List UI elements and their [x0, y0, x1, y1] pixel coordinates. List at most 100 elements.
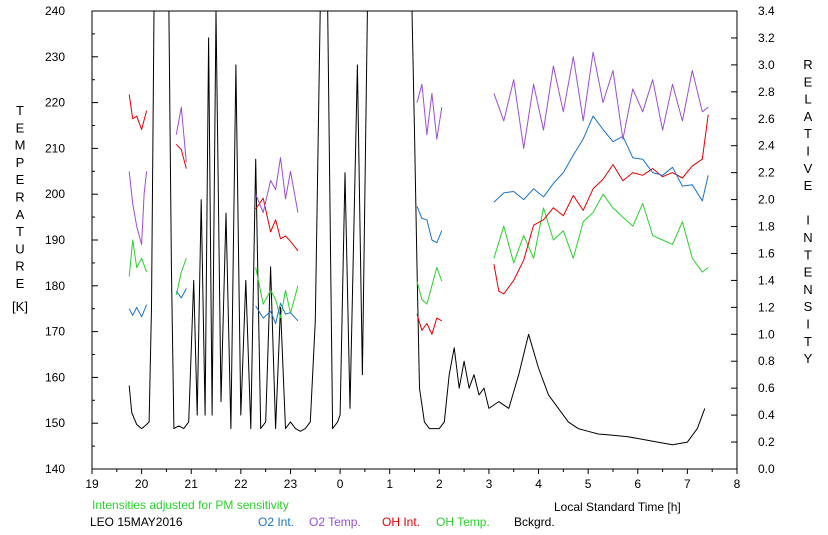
series-line-oh-int-1 [175, 144, 187, 169]
y-left-tick-label: 160 [45, 370, 65, 384]
series-line-oh-temp-1 [175, 258, 187, 296]
y-left-unit: [K] [12, 299, 28, 314]
y-right-tick-label: 0.8 [758, 354, 775, 368]
y-right-tick-label: 2.8 [758, 85, 775, 99]
series-line-bckgrd-2 [327, 11, 368, 430]
y-left-tick-label: 240 [45, 4, 65, 18]
series-line-o2-int-4 [493, 115, 709, 203]
station-date-label: LEO 15MAY2016 [90, 515, 183, 529]
series-line-oh-temp-4 [493, 193, 709, 273]
y-right-title-char: E [804, 74, 813, 89]
y-left-tick-label: 180 [45, 279, 65, 293]
y-right-title-char: S [804, 299, 813, 314]
y-left-tick-label: 200 [45, 187, 65, 201]
y-right-title-char: Y [804, 351, 813, 366]
y-right-tick-label: 3.0 [758, 58, 775, 72]
y-right-tick-label: 1.0 [758, 327, 775, 341]
y-right-tick-label: 2.2 [758, 166, 775, 180]
y-right-title-char: A [804, 109, 813, 124]
y-right-title-char: E [804, 265, 813, 280]
y-right-title-char: T [804, 126, 812, 141]
y-right-tick-label: 0.0 [758, 462, 775, 476]
x-tick-label: 22 [234, 477, 248, 491]
series-line-oh-temp-3 [416, 267, 443, 305]
series-line-o2-int-2 [255, 302, 299, 324]
x-tick-label: 0 [337, 477, 344, 491]
y-right-title-char: T [804, 247, 812, 262]
y-right-title-char: L [804, 92, 811, 107]
plot-frame [91, 10, 738, 470]
y-right-title-char: V [804, 161, 813, 176]
legend-item-o2-int: O2 Int. [258, 515, 295, 529]
series-line-o2-int-3 [416, 206, 443, 244]
y-right-tick-label: 2.6 [758, 112, 775, 126]
y-left-title-char: E [16, 172, 25, 187]
x-tick-label: 5 [585, 477, 592, 491]
y-right-tick-label: 1.6 [758, 246, 775, 260]
x-tick-label: 8 [734, 477, 741, 491]
y-right-tick-label: 1.4 [758, 273, 775, 287]
series-line-o2-temp-4 [493, 51, 709, 149]
y-left-title-char: T [16, 224, 24, 239]
y-right-title-char: R [803, 57, 812, 72]
y-right-tick-label: 0.4 [758, 408, 775, 422]
x-tick-label: 2 [436, 477, 443, 491]
y-right-title-char: I [806, 317, 810, 332]
series-line-o2-int-0 [128, 304, 148, 318]
y-left-tick-label: 150 [45, 416, 65, 430]
y-right-title-char: N [803, 230, 812, 245]
y-right-tick-label: 1.2 [758, 300, 775, 314]
y-left-title-char: R [15, 190, 24, 205]
y-right-title-char: E [804, 178, 813, 193]
y-left-tick-label: 170 [45, 325, 65, 339]
x-tick-label: 6 [634, 477, 641, 491]
x-tick-label: 23 [284, 477, 298, 491]
y-right-title-char: I [806, 144, 810, 159]
series-line-bckgrd-0 [128, 11, 155, 430]
x-tick-label: 4 [535, 477, 542, 491]
legend-item-o2-temp: O2 Temp. [309, 515, 361, 529]
y-right-tick-label: 3.4 [758, 4, 775, 18]
series-line-bckgrd-1 [168, 11, 321, 432]
y-left-title-char: P [16, 155, 25, 170]
y-right-tick-label: 0.2 [758, 435, 775, 449]
y-left-tick-label: 220 [45, 96, 65, 110]
y-left-title-char: E [16, 120, 25, 135]
y-left-tick-label: 140 [45, 462, 65, 476]
y-right-title-char: T [804, 334, 812, 349]
y-left-title-char: T [16, 103, 24, 118]
y-left-tick-label: 230 [45, 50, 65, 64]
y-left-title-char: M [15, 138, 26, 153]
series-line-bckgrd-3 [411, 11, 706, 446]
axes: 19 20 21 22 23 0 1 2 3 4 5 6 7 8140150160170180190200… [45, 4, 775, 491]
series-line-o2-int-1 [175, 288, 187, 299]
series-line-o2-temp-0 [128, 171, 148, 246]
x-tick-label: 1 [386, 477, 393, 491]
x-tick-label: 3 [486, 477, 493, 491]
series-line-oh-int-3 [416, 313, 443, 335]
series-line-oh-int-4 [493, 114, 709, 295]
y-left-title-char: E [16, 276, 25, 291]
x-tick-label: 19 [85, 477, 99, 491]
x-axis-title: Local Standard Time [h] [554, 500, 681, 514]
series-lines [128, 11, 709, 446]
series-line-oh-int-2 [255, 197, 299, 252]
y-right-tick-label: 2.0 [758, 193, 775, 207]
x-tick-label: 21 [185, 477, 199, 491]
series-line-oh-temp-2 [255, 267, 299, 319]
y-left-title-char: R [15, 259, 24, 274]
y-left-title-char: U [15, 241, 24, 256]
series-line-oh-int-0 [128, 94, 148, 130]
y-left-title-char: A [16, 207, 25, 222]
series-line-oh-temp-0 [128, 239, 148, 277]
series-line-o2-temp-1 [175, 106, 187, 163]
series-line-o2-temp-2 [255, 157, 299, 213]
y-right-tick-label: 0.6 [758, 381, 775, 395]
x-tick-label: 7 [684, 477, 691, 491]
y-right-tick-label: 1.8 [758, 220, 775, 234]
adjustment-note: Intensities adjusted for PM sensitivity [92, 498, 289, 512]
